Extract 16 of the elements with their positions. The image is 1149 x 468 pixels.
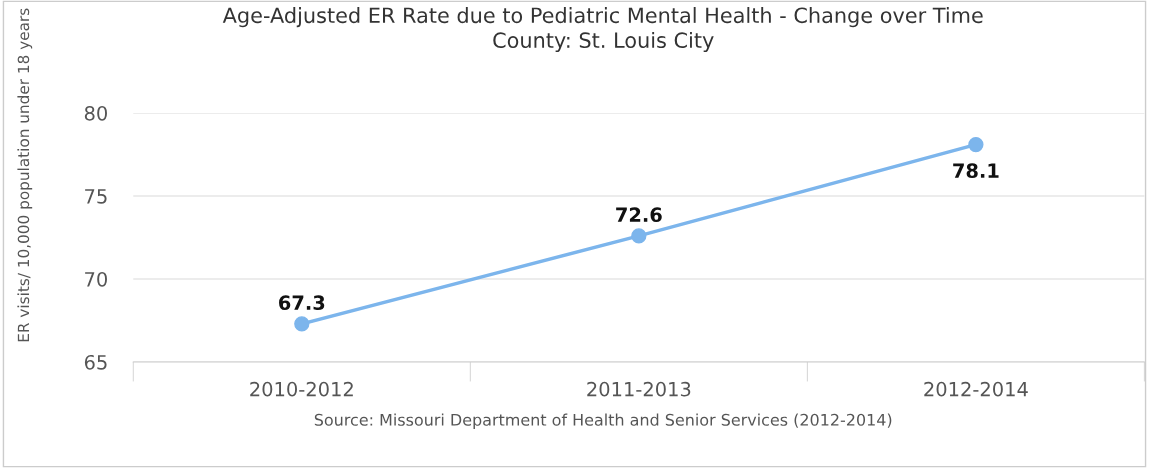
data-label: 72.6	[616, 207, 662, 223]
y-tick-label: 70	[85, 271, 107, 287]
point	[968, 136, 984, 153]
x-tick-label: 2012-2014	[924, 381, 1028, 397]
y-tick-label: 75	[85, 189, 107, 204]
source-note: Source: Missouri Department of Health and Senior Services (2012-2014)	[314, 413, 892, 429]
chart-title: Age-Adjusted ER Rate due to Pediatric Mental Health - Change over Time County: St. Louis City	[222, 7, 983, 53]
data-label: 78.1	[953, 163, 999, 178]
point	[631, 228, 647, 244]
y-tick-label: 80	[84, 105, 107, 121]
y-tick-label: 65	[84, 354, 107, 370]
x-tick-label: 2010-2012	[250, 381, 353, 397]
x-tick-label: 2011-2013	[587, 381, 691, 397]
y-axis-title: ER visits/ 10,000 population under 18 years	[17, 8, 33, 342]
data-label: 67.3	[279, 295, 325, 311]
point	[294, 316, 310, 332]
